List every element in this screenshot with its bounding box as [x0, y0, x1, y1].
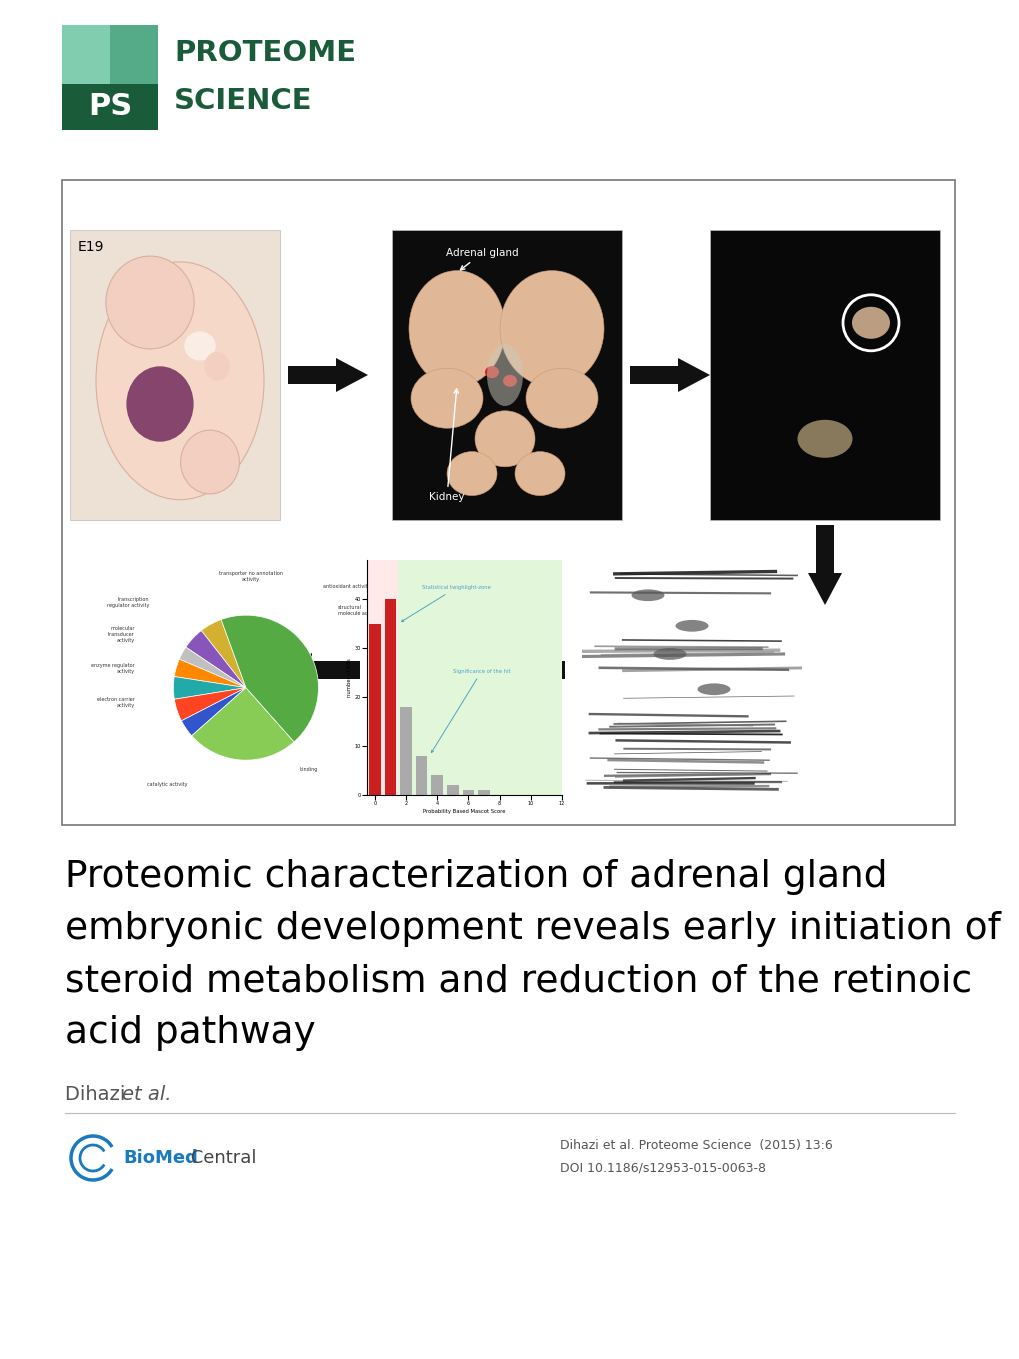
Ellipse shape [184, 332, 216, 360]
Wedge shape [174, 659, 246, 688]
Text: E19: E19 [77, 241, 104, 254]
Bar [391, 230, 622, 520]
Text: structural
molecule activity: structural molecule activity [337, 605, 379, 616]
Text: electron carrier
activity: electron carrier activity [97, 697, 135, 708]
Text: transporter no annotation
activity: transporter no annotation activity [218, 571, 282, 582]
Text: enzyme regulator
activity: enzyme regulator activity [91, 663, 135, 674]
Bar [462, 790, 474, 795]
Ellipse shape [499, 270, 603, 386]
Text: antioxidant activity: antioxidant activity [323, 583, 370, 588]
Text: Proteomic characterization of adrenal gland: Proteomic characterization of adrenal gl… [65, 859, 887, 896]
Polygon shape [630, 357, 709, 391]
Text: acid pathway: acid pathway [65, 1015, 316, 1051]
Ellipse shape [797, 420, 852, 458]
Wedge shape [192, 688, 293, 760]
Ellipse shape [411, 368, 483, 428]
Polygon shape [287, 357, 368, 391]
X-axis label: Probability Based Mascot Score: Probability Based Mascot Score [423, 809, 505, 814]
Bar [62, 179, 954, 825]
Bar [110, 24, 158, 84]
Wedge shape [221, 616, 318, 742]
Wedge shape [181, 688, 246, 735]
Ellipse shape [126, 367, 194, 442]
Ellipse shape [446, 451, 496, 496]
Bar [397, 560, 561, 795]
Text: Adrenal gland: Adrenal gland [445, 249, 518, 270]
Polygon shape [807, 525, 841, 605]
Ellipse shape [851, 307, 890, 338]
Bar [62, 24, 110, 84]
Text: et al.: et al. [122, 1084, 171, 1104]
Ellipse shape [486, 344, 523, 406]
Text: SCIENCE: SCIENCE [174, 87, 312, 114]
Text: DOI 10.1186/s12953-015-0063-8: DOI 10.1186/s12953-015-0063-8 [559, 1162, 765, 1174]
Bar [399, 707, 412, 795]
Bar [70, 230, 280, 520]
Text: PROTEOME: PROTEOME [174, 39, 356, 68]
Ellipse shape [475, 410, 535, 466]
Bar [367, 560, 397, 795]
Bar [62, 84, 158, 130]
Text: Dihazi: Dihazi [65, 1084, 131, 1104]
Polygon shape [280, 654, 360, 688]
Text: BioMed: BioMed [123, 1148, 198, 1167]
Text: Dihazi et al. Proteome Science  (2015) 13:6: Dihazi et al. Proteome Science (2015) 13… [559, 1139, 832, 1152]
Wedge shape [173, 677, 246, 700]
Ellipse shape [484, 366, 498, 378]
Text: Central: Central [184, 1148, 256, 1167]
Bar [431, 776, 442, 795]
Ellipse shape [526, 368, 597, 428]
Text: molecular
transducer
activity: molecular transducer activity [108, 626, 135, 643]
Ellipse shape [653, 648, 686, 660]
Ellipse shape [515, 451, 565, 496]
Text: Statistical twighlight-zone: Statistical twighlight-zone [401, 586, 490, 621]
Ellipse shape [675, 620, 708, 632]
Ellipse shape [502, 375, 517, 387]
Bar [478, 790, 489, 795]
Bar [446, 786, 459, 795]
Ellipse shape [697, 684, 730, 694]
Ellipse shape [96, 262, 264, 500]
Ellipse shape [106, 255, 194, 349]
Text: embryonic development reveals early initiation of: embryonic development reveals early init… [65, 911, 1000, 947]
Ellipse shape [409, 270, 504, 386]
Bar [416, 756, 427, 795]
Ellipse shape [204, 352, 229, 381]
Wedge shape [174, 688, 246, 720]
Ellipse shape [631, 590, 663, 601]
Bar [369, 624, 380, 795]
Text: binding: binding [299, 768, 317, 772]
Wedge shape [201, 620, 246, 688]
Polygon shape [484, 654, 565, 688]
Text: transcription
regulator activity: transcription regulator activity [107, 597, 149, 607]
Wedge shape [179, 647, 246, 688]
Text: steroid metabolism and reduction of the retinoic: steroid metabolism and reduction of the … [65, 964, 971, 999]
Text: Kidney: Kidney [429, 389, 465, 501]
Bar [384, 599, 395, 795]
Text: PS: PS [88, 92, 132, 121]
Bar [709, 230, 940, 520]
Wedge shape [185, 631, 246, 688]
Text: catalytic activity: catalytic activity [148, 781, 187, 787]
Ellipse shape [180, 429, 239, 493]
Y-axis label: number of hits: number of hits [346, 658, 352, 697]
Text: Significance of the hit: Significance of the hit [431, 669, 511, 753]
